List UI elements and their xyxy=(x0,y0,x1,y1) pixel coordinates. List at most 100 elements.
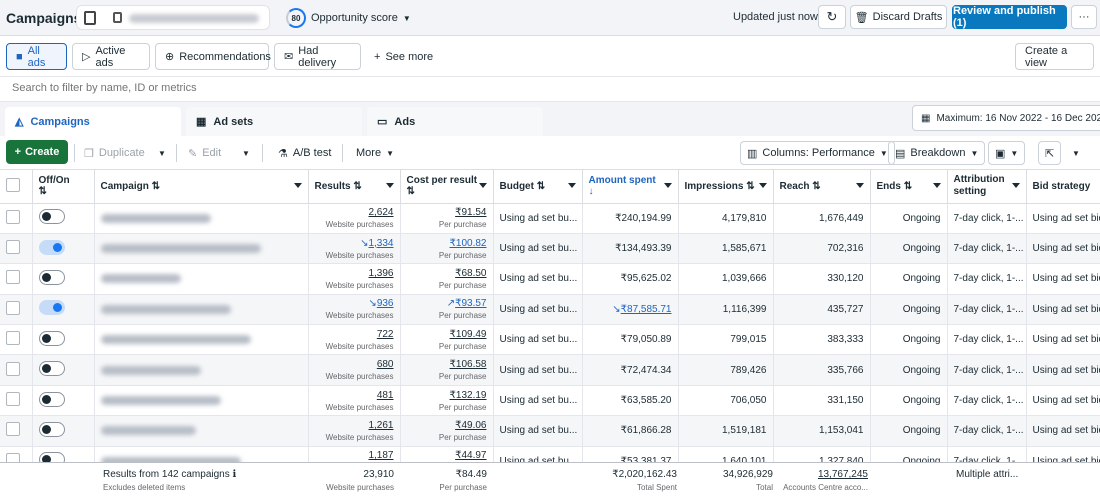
filter-active-ads[interactable]: ▷ Active ads xyxy=(72,43,150,70)
table-row[interactable]: 481 Website purchases ₹132.19 Per purchase U… xyxy=(0,385,1100,417)
header-budget[interactable]: Budget ⇅ xyxy=(493,170,583,204)
row-checkbox[interactable] xyxy=(6,361,20,376)
campaign-name-blurred[interactable] xyxy=(100,304,231,314)
see-more-link[interactable]: + See more xyxy=(374,51,433,63)
header-amount-spent[interactable]: Amount spent ↓ xyxy=(582,170,679,204)
row-checkbox[interactable] xyxy=(6,240,20,255)
toggle-cell[interactable] xyxy=(32,415,95,447)
cpr-value[interactable]: ₹68.50 xyxy=(455,267,487,279)
more-options-button[interactable]: ··· xyxy=(1071,5,1097,29)
summary-value[interactable]: 13,767,245 xyxy=(817,469,868,480)
campaign-name-blurred[interactable] xyxy=(100,365,201,375)
tab-campaigns[interactable]: ◭ Campaigns xyxy=(5,107,181,136)
column-menu-icon[interactable] xyxy=(1011,183,1020,188)
budget-value[interactable]: Using ad set bu... xyxy=(499,334,578,346)
tab-ads[interactable]: ▭ Ads xyxy=(367,107,543,136)
results-value[interactable]: 2,624 xyxy=(368,207,394,219)
budget-value[interactable]: Using ad set bu... xyxy=(499,212,578,224)
delivery-toggle[interactable] xyxy=(38,330,65,346)
row-checkbox[interactable] xyxy=(6,392,20,407)
amount-value[interactable]: ₹87,585.71 xyxy=(620,303,672,315)
table-row[interactable]: 1,261 Website purchases ₹49.06 Per purchase… xyxy=(0,415,1100,447)
header-bid-strategy[interactable]: Bid strategy xyxy=(1026,170,1100,204)
delivery-toggle[interactable] xyxy=(38,421,65,437)
column-menu-icon[interactable] xyxy=(567,183,576,188)
campaign-name-blurred[interactable] xyxy=(100,396,221,406)
select-cell[interactable] xyxy=(0,233,33,265)
header-off-on[interactable]: Off/On ⇅ xyxy=(32,170,95,204)
toggle-cell[interactable] xyxy=(32,385,95,417)
filter-all-ads[interactable]: ■ All ads xyxy=(6,43,67,70)
campaign-cell[interactable] xyxy=(94,233,309,265)
column-menu-icon[interactable] xyxy=(385,183,394,188)
column-menu-icon[interactable] xyxy=(663,183,672,188)
create-view-button[interactable]: Create a view xyxy=(1015,43,1094,70)
campaign-cell[interactable] xyxy=(94,385,309,417)
results-value[interactable]: 1,187 xyxy=(368,450,394,462)
campaign-name-blurred[interactable] xyxy=(100,213,211,223)
campaign-name-blurred[interactable] xyxy=(100,244,261,254)
campaign-name-blurred[interactable] xyxy=(100,426,196,436)
ab-test-button[interactable]: ⚗ A/B test xyxy=(272,141,337,165)
results-value[interactable]: 1,334 xyxy=(368,237,394,249)
select-cell[interactable] xyxy=(0,203,33,234)
table-row[interactable]: ↘1,334 Website purchases ₹100.82 Per purcha… xyxy=(0,233,1100,265)
header-attribution[interactable]: Attribution setting xyxy=(947,170,1027,204)
column-menu-icon[interactable] xyxy=(855,183,864,188)
header-reach[interactable]: Reach ⇅ xyxy=(773,170,871,204)
edit-button[interactable]: ✎ Edit xyxy=(182,141,227,165)
column-menu-icon[interactable] xyxy=(478,183,487,188)
create-button[interactable]: + Create xyxy=(6,140,68,164)
select-cell[interactable] xyxy=(0,385,33,417)
header-campaign[interactable]: Campaign ⇅ xyxy=(94,170,309,204)
results-value[interactable]: 1,396 xyxy=(368,267,394,279)
toggle-cell[interactable] xyxy=(32,324,95,356)
filter-recommendations[interactable]: ⊕ Recommendations xyxy=(155,43,271,70)
column-menu-icon[interactable] xyxy=(293,183,302,188)
toggle-cell[interactable] xyxy=(32,203,95,234)
account-selector[interactable] xyxy=(76,5,270,30)
campaign-cell[interactable] xyxy=(94,415,309,447)
results-value[interactable]: 1,261 xyxy=(368,419,394,431)
header-ends[interactable]: Ends ⇅ xyxy=(870,170,948,204)
budget-value[interactable]: Using ad set bu... xyxy=(499,395,578,407)
results-value[interactable]: 936 xyxy=(376,298,394,310)
delivery-toggle[interactable] xyxy=(38,209,65,225)
duplicate-dropdown[interactable]: ▼ xyxy=(152,141,172,165)
select-all-checkbox[interactable] xyxy=(6,177,20,192)
reports-button[interactable]: ▣ ▼ xyxy=(988,141,1026,165)
export-dropdown[interactable]: ▼ xyxy=(1066,141,1086,165)
campaign-name-blurred[interactable] xyxy=(100,456,241,466)
discard-drafts-button[interactable]: 🗑 Discard Drafts xyxy=(850,5,947,29)
budget-value[interactable]: Using ad set bu... xyxy=(499,273,578,285)
budget-value[interactable]: Using ad set bu... xyxy=(499,303,578,315)
opportunity-score[interactable]: 80 Opportunity score ▼ xyxy=(286,7,411,29)
delivery-toggle[interactable] xyxy=(38,269,65,285)
cpr-value[interactable]: ₹132.19 xyxy=(449,389,487,401)
row-checkbox[interactable] xyxy=(6,331,20,346)
select-cell[interactable] xyxy=(0,415,33,447)
cpr-value[interactable]: ₹100.82 xyxy=(449,237,487,249)
cpr-value[interactable]: ₹44.97 xyxy=(455,450,487,462)
tab-ad-sets[interactable]: ▦ Ad sets xyxy=(186,107,362,136)
toggle-cell[interactable] xyxy=(32,294,95,326)
row-checkbox[interactable] xyxy=(6,270,20,285)
budget-value[interactable]: Using ad set bu... xyxy=(500,456,578,467)
campaign-cell[interactable] xyxy=(94,294,309,326)
delivery-toggle[interactable] xyxy=(38,300,65,316)
campaign-cell[interactable] xyxy=(94,324,309,356)
select-cell[interactable] xyxy=(0,294,33,326)
campaign-name-blurred[interactable] xyxy=(100,274,181,284)
budget-value[interactable]: Using ad set bu... xyxy=(499,243,578,255)
budget-value[interactable]: Using ad set bu... xyxy=(499,425,578,437)
campaign-cell[interactable] xyxy=(94,354,309,386)
more-button[interactable]: More ▼ xyxy=(350,141,400,165)
header-impressions[interactable]: Impressions ⇅ xyxy=(678,170,774,204)
cpr-value[interactable]: ₹93.57 xyxy=(455,298,487,310)
campaign-name-blurred[interactable] xyxy=(100,335,251,345)
select-all-header[interactable] xyxy=(0,170,33,204)
select-cell[interactable] xyxy=(0,354,33,386)
row-checkbox[interactable] xyxy=(6,422,20,437)
info-icon[interactable]: ℹ xyxy=(232,469,237,480)
toggle-cell[interactable] xyxy=(32,354,95,386)
